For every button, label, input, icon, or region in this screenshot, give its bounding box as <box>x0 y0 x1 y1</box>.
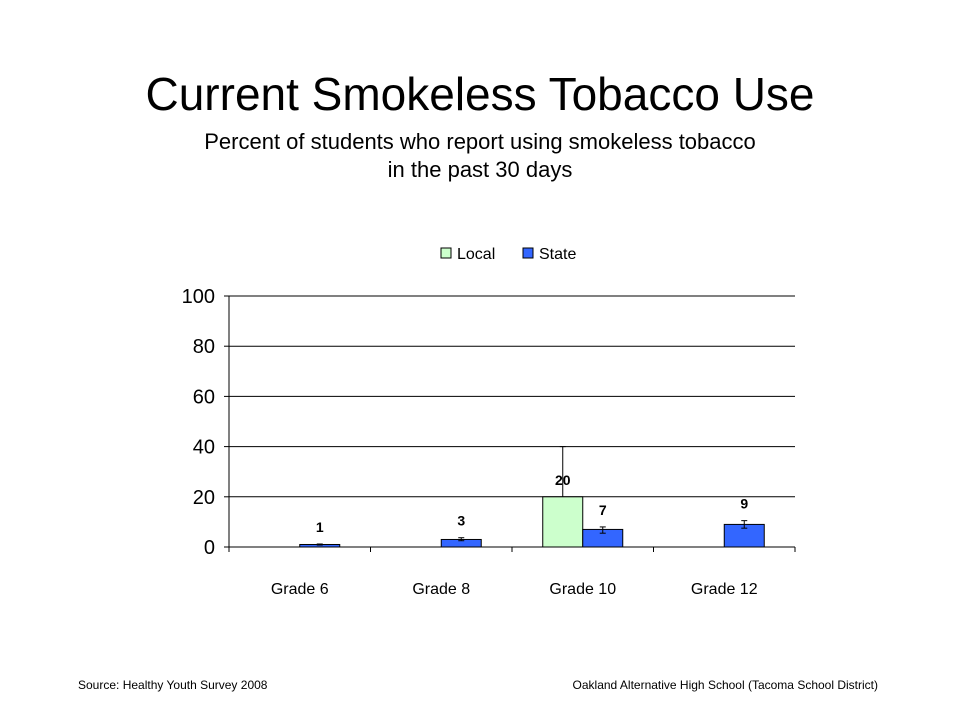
source-note: Source: Healthy Youth Survey 2008 <box>78 678 268 692</box>
legend-swatch-state <box>522 247 534 259</box>
data-label: 20 <box>555 472 571 488</box>
y-tick-label: 40 <box>193 437 215 459</box>
data-label: 9 <box>740 496 748 512</box>
y-tick-label: 60 <box>193 386 215 408</box>
legend-swatch-local <box>440 247 452 259</box>
slide-title: Current Smokeless Tobacco Use <box>145 68 815 120</box>
y-tick-label: 0 <box>204 537 215 559</box>
school-note: Oakland Alternative High School (Tacoma … <box>572 678 878 692</box>
subtitle-line-1: Percent of students who report using smo… <box>204 129 756 154</box>
bar-local <box>542 496 584 548</box>
data-label: 1 <box>316 519 324 535</box>
x-tick-label: Grade 6 <box>271 581 329 598</box>
x-tick-label: Grade 12 <box>691 581 758 598</box>
data-label: 3 <box>457 513 465 529</box>
data-label: 7 <box>599 502 607 518</box>
x-tick-label: Grade 8 <box>412 581 470 598</box>
subtitle-line-2: in the past 30 days <box>387 157 573 182</box>
y-tick-label: 100 <box>182 286 215 308</box>
y-tick-label: 80 <box>193 336 215 358</box>
slide-subtitle: Percent of students who report using smo… <box>0 128 960 184</box>
x-tick-label: Grade 10 <box>549 581 616 598</box>
y-tick-label: 20 <box>193 487 215 509</box>
legend-label-local: Local <box>457 246 495 263</box>
legend-label-state: State <box>539 246 576 263</box>
